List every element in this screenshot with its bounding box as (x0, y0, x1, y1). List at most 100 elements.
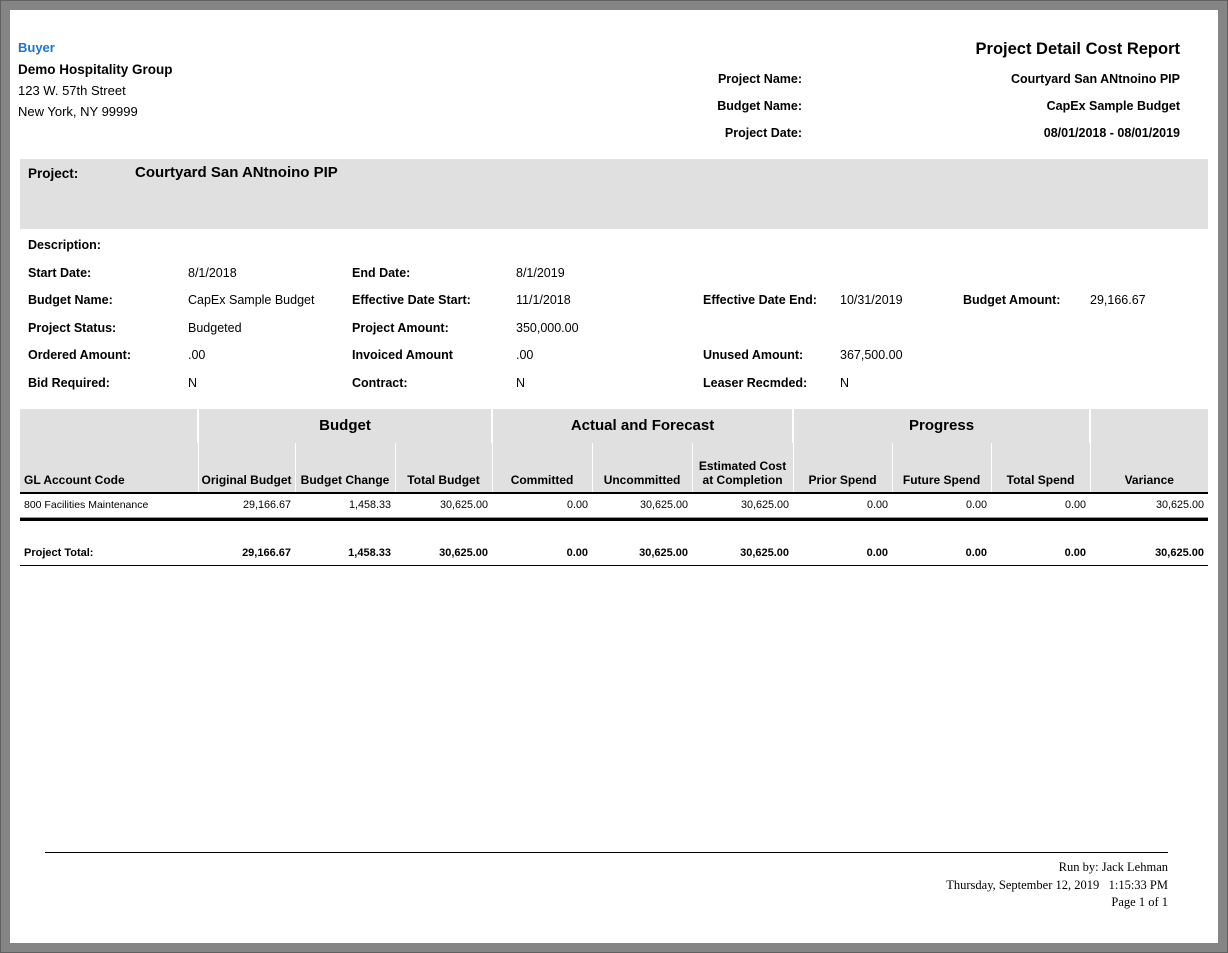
group-header-empty (1089, 408, 1208, 443)
run-date-line: Thursday, September 12, 2019 1:15:33 PM (946, 877, 1168, 892)
report-footer: Run by: Jack Lehman Thursday, September … (45, 852, 1168, 912)
total-budget-change-cell: 1,458.33 (295, 542, 395, 566)
meta-row: Project Date: 08/01/2018 - 08/01/2019 (540, 120, 1180, 147)
budget-amount-value: 29,166.67 (1090, 293, 1146, 308)
section-divider (20, 517, 1208, 521)
effective-date-end-value: 10/31/2019 (840, 293, 903, 308)
report-header: Buyer Demo Hospitality Group 123 W. 57th… (10, 40, 1218, 147)
col-header-uncommitted: Uncommitted (591, 442, 693, 494)
leaser-recmded-label: Leaser Recmded: (703, 375, 808, 390)
budget-change-cell: 1,458.33 (295, 492, 395, 518)
col-header-total-budget: Total Budget (394, 442, 493, 494)
buyer-label: Buyer (18, 40, 55, 55)
contract-label: Contract: (352, 375, 408, 390)
invoiced-amount-label: Invoiced Amount (352, 348, 453, 363)
col-header-gl-account-code: GL Account Code (20, 442, 198, 494)
end-date-value: 8/1/2019 (516, 265, 565, 280)
report-page: Buyer Demo Hospitality Group 123 W. 57th… (10, 10, 1218, 943)
description-label: Description: (28, 238, 101, 252)
address-line-2: New York, NY 99999 (18, 104, 138, 119)
project-band: Project: Courtyard San ANtnoino PIP (20, 159, 1208, 229)
total-total-spend-cell: 0.00 (991, 542, 1091, 566)
report-meta-block: Project Detail Cost Report Project Name:… (540, 40, 1180, 147)
detail-row: Ordered Amount: .00 Invoiced Amount .00 … (28, 342, 1208, 370)
col-header-original-budget: Original Budget (197, 442, 295, 494)
prior-spend-cell: 0.00 (793, 492, 893, 518)
budget-name-label: Budget Name: (28, 293, 113, 308)
detail-row: Bid Required: N Contract: N Leaser Recmd… (28, 369, 1208, 397)
estimated-cost-cell: 30,625.00 (692, 492, 794, 518)
project-amount-label: Project Amount: (352, 320, 449, 335)
project-name-label: Project Name: (717, 72, 802, 86)
total-prior-spend-cell: 0.00 (793, 542, 893, 566)
meta-row: Budget Name: CapEx Sample Budget (540, 93, 1180, 120)
project-status-value: Budgeted (188, 320, 242, 335)
page-number: Page 1 of 1 (1111, 895, 1168, 909)
gl-account-cell: 800 Facilities Maintenance (20, 492, 198, 518)
col-header-future-spend: Future Spend (891, 442, 992, 494)
project-name-value: Courtyard San ANtnoino PIP (1011, 72, 1180, 86)
col-header-prior-spend: Prior Spend (792, 442, 893, 494)
effective-date-end-label: Effective Date End: (703, 293, 817, 308)
project-details-grid: Start Date: 8/1/2018 End Date: 8/1/2019 … (20, 252, 1208, 397)
ordered-amount-value: .00 (188, 348, 206, 363)
unused-amount-label: Unused Amount: (703, 348, 804, 363)
spacer-row (20, 521, 1208, 542)
total-original-budget-cell: 29,166.67 (198, 542, 295, 566)
table-column-header-row: GL Account Code Original Budget Budget C… (20, 442, 1208, 494)
effective-date-start-label: Effective Date Start: (352, 293, 471, 308)
invoiced-amount-value: .00 (516, 348, 534, 363)
project-total-label: Project Total: (20, 542, 198, 566)
company-name: Demo Hospitality Group (18, 62, 173, 77)
col-header-budget-change: Budget Change (294, 442, 395, 494)
budget-name-value: CapEx Sample Budget (188, 293, 315, 308)
total-spend-cell: 0.00 (991, 492, 1091, 518)
col-header-total-spend: Total Spend (990, 442, 1091, 494)
report-body: Project: Courtyard San ANtnoino PIP Descr… (20, 159, 1208, 566)
group-header-actual-and-forecast: Actual and Forecast (491, 408, 794, 443)
project-date-value: 08/01/2018 - 08/01/2019 (1043, 126, 1180, 140)
project-amount-value: 350,000.00 (516, 320, 579, 335)
total-variance-cell: 30,625.00 (1090, 542, 1208, 566)
project-total-row: Project Total: 29,166.67 1,458.33 30,625… (20, 542, 1208, 566)
total-committed-cell: 0.00 (492, 542, 593, 566)
detail-row: Start Date: 8/1/2018 End Date: 8/1/2019 (28, 259, 1208, 287)
leaser-recmded-value: N (840, 375, 850, 390)
total-budget-cell: 30,625.00 (395, 492, 493, 518)
bid-required-label: Bid Required: (28, 375, 110, 390)
detail-row: Budget Name: CapEx Sample Budget Effecti… (28, 287, 1208, 315)
start-date-value: 8/1/2018 (188, 265, 237, 280)
meta-row: Project Name: Courtyard San ANtnoino PIP (540, 66, 1180, 93)
report-title: Project Detail Cost Report (975, 40, 1180, 58)
original-budget-cell: 29,166.67 (198, 492, 295, 518)
project-status-label: Project Status: (28, 320, 117, 335)
start-date-label: Start Date: (28, 265, 92, 280)
budget-name-meta-label: Budget Name: (717, 99, 802, 113)
end-date-label: End Date: (352, 265, 411, 280)
col-header-variance: Variance (1089, 442, 1208, 494)
contract-value: N (516, 375, 526, 390)
group-header-progress: Progress (792, 408, 1091, 443)
project-date-label: Project Date: (724, 126, 802, 140)
group-header-empty (20, 408, 198, 443)
cost-table: Budget Actual and Forecast Progress GL A… (20, 408, 1208, 567)
col-header-estimated-cost-at-completion: Estimated Cost at Completion (691, 442, 794, 494)
future-spend-cell: 0.00 (892, 492, 992, 518)
total-total-budget-cell: 30,625.00 (395, 542, 493, 566)
col-header-committed: Committed (491, 442, 593, 494)
budget-amount-label: Budget Amount: (963, 293, 1061, 308)
total-future-spend-cell: 0.00 (892, 542, 992, 566)
address-line-1: 123 W. 57th Street (18, 83, 126, 98)
variance-cell: 30,625.00 (1090, 492, 1208, 518)
detail-row: Project Status: Budgeted Project Amount:… (28, 314, 1208, 342)
uncommitted-cell: 30,625.00 (592, 492, 693, 518)
group-header-budget: Budget (196, 408, 493, 443)
committed-cell: 0.00 (492, 492, 593, 518)
total-uncommitted-cell: 30,625.00 (592, 542, 693, 566)
bid-required-value: N (188, 375, 198, 390)
budget-name-meta-value: CapEx Sample Budget (1046, 99, 1180, 113)
total-estimated-cost-cell: 30,625.00 (692, 542, 794, 566)
ordered-amount-label: Ordered Amount: (28, 348, 132, 363)
run-by-line: Run by: Jack Lehman (1058, 860, 1168, 874)
